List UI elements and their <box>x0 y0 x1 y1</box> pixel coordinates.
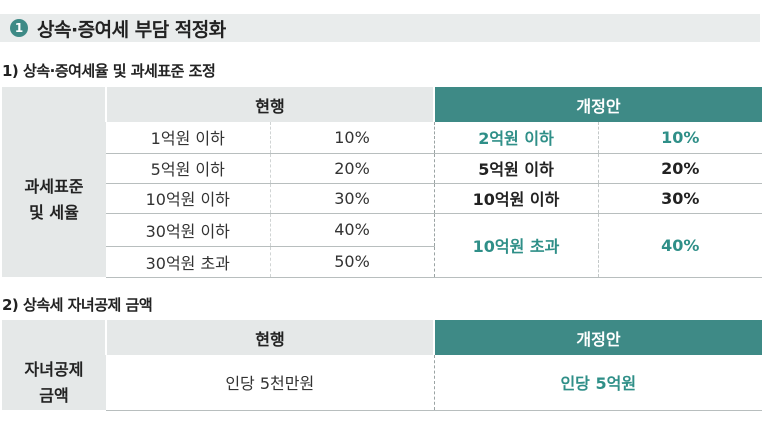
row-label-tax-base: 과세표준 및 세율 <box>2 122 106 277</box>
current-bracket-4: 30억원 이하 <box>106 213 270 247</box>
header-current: 현행 <box>105 87 434 122</box>
revised-deduction-value: 인당 5억원 <box>433 355 762 411</box>
revised-rate-4: 40% <box>597 213 762 278</box>
child-deduction-table: 현행 개정안 자녀공제 금액 인당 5천만원 인당 5억원 <box>2 320 762 411</box>
section-title-bar: 1 상속·증여세 부담 적정화 <box>0 14 760 42</box>
header-revised-2: 개정안 <box>433 320 762 355</box>
revised-rate-3: 30% <box>597 183 762 214</box>
revised-rate-1: 10% <box>597 122 762 154</box>
revised-bracket-4: 10억원 초과 <box>433 213 598 278</box>
section-number-badge: 1 <box>10 19 28 37</box>
current-bracket-2: 5억원 이하 <box>106 153 270 184</box>
current-rate-2: 20% <box>269 153 434 184</box>
corner-cell <box>2 87 106 122</box>
table1-subtitle: 1) 상속·증여세율 및 과세표준 조정 <box>2 62 216 80</box>
current-rate-1: 10% <box>269 122 434 154</box>
header-current-2: 현행 <box>105 320 434 355</box>
current-deduction-value: 인당 5천만원 <box>106 355 434 411</box>
current-rate-3: 30% <box>269 183 434 214</box>
section-title: 상속·증여세 부담 적정화 <box>37 18 226 41</box>
current-rate-5: 50% <box>269 246 434 278</box>
row-label-child-deduction: 자녀공제 금액 <box>2 355 106 410</box>
table2-subtitle: 2) 상속세 자녀공제 금액 <box>2 296 153 314</box>
tax-rate-table: 현행 개정안 과세표준 및 세율 1억원 이하 10% 2억원 이하 10% 5… <box>2 87 762 278</box>
current-bracket-5: 30억원 초과 <box>106 246 270 278</box>
current-bracket-3: 10억원 이하 <box>106 183 270 214</box>
revised-rate-2: 20% <box>597 153 762 184</box>
current-rate-4: 40% <box>269 213 434 247</box>
revised-bracket-2: 5억원 이하 <box>433 153 598 184</box>
corner-cell-2 <box>2 320 106 355</box>
revised-bracket-3: 10억원 이하 <box>433 183 598 214</box>
header-revised: 개정안 <box>433 87 762 122</box>
current-bracket-1: 1억원 이하 <box>106 122 270 154</box>
revised-bracket-1: 2억원 이하 <box>433 122 598 154</box>
